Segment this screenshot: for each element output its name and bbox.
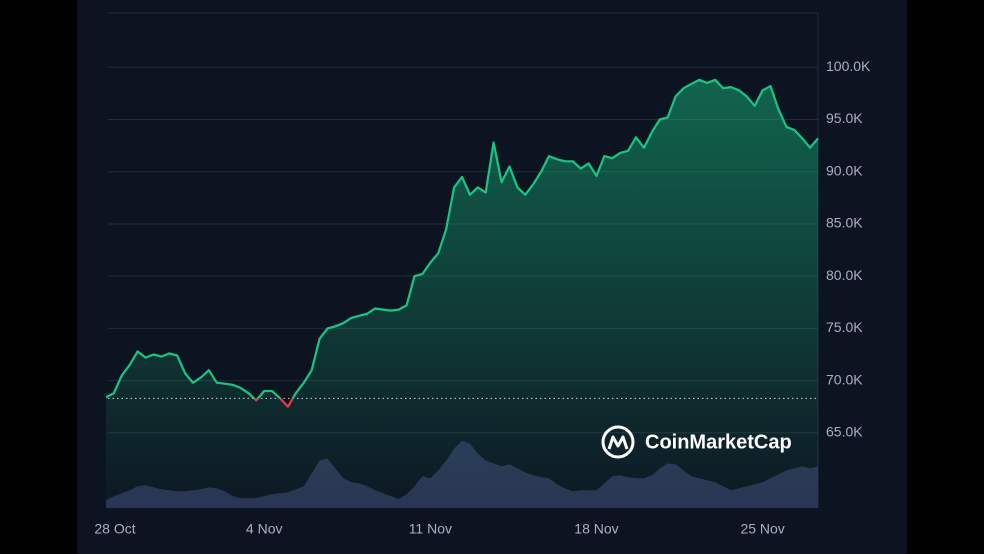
footer-mark: 3 [343, 537, 350, 552]
footer-mark: 4 [108, 537, 116, 552]
y-tick-label: 90.0K [826, 162, 863, 178]
price-line [105, 78, 819, 408]
x-tick-label: 18 Nov [574, 521, 618, 537]
axes: 65.0K 70.0K 75.0K 80.0K 85.0K 90.0K 95.0K 100.0… [94, 58, 871, 537]
y-tick-label: 100.0K [826, 58, 871, 74]
logo-mark [607, 435, 629, 450]
y-tick-label: 95.0K [826, 110, 863, 126]
watermark-text: CoinMarketCap [645, 431, 792, 453]
x-tick-label: 4 Nov [246, 521, 283, 537]
footer-mark: 5 [706, 537, 713, 552]
x-tick-label: 25 Nov [740, 521, 784, 537]
y-tick-label: 80.0K [826, 267, 863, 283]
price-layer [105, 78, 819, 509]
x-tick-label: 28 Oct [94, 521, 135, 537]
logo-ring [601, 425, 635, 459]
y-tick-label: 65.0K [826, 424, 863, 440]
footer-mark: 3 [292, 537, 299, 552]
footer-mark: 2 [127, 537, 134, 552]
price-area [106, 79, 818, 509]
watermark: CoinMarketCap [601, 425, 792, 459]
footer-mark: 2 [168, 537, 175, 552]
y-tick-label: 85.0K [826, 215, 863, 231]
y-tick-label: 70.0K [826, 371, 863, 387]
y-tick-label: 75.0K [826, 319, 863, 335]
x-tick-label: 11 Nov [409, 521, 452, 537]
